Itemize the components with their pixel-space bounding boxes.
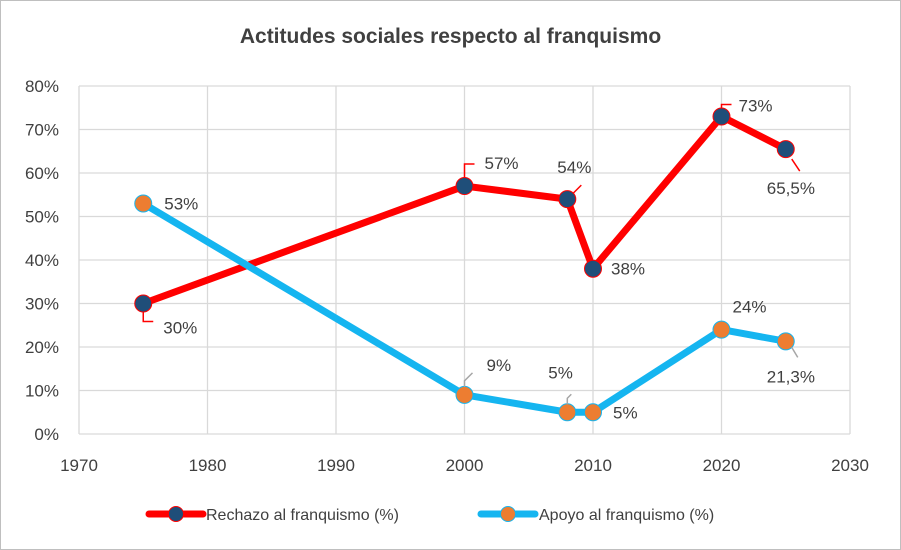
- data-label: 5%: [548, 363, 573, 382]
- data-label: 73%: [739, 96, 773, 115]
- y-tick-label: 20%: [25, 338, 59, 357]
- data-label: 21,3%: [767, 367, 815, 386]
- data-label: 9%: [487, 356, 512, 375]
- series-line-1: [139, 199, 790, 416]
- data-label: 53%: [164, 194, 198, 213]
- y-tick-label: 50%: [25, 208, 59, 227]
- data-label: 65,5%: [767, 179, 815, 198]
- y-tick-label: 70%: [25, 121, 59, 140]
- leader-line: [720, 103, 732, 109]
- data-point-1: [712, 320, 731, 339]
- leader-line: [566, 393, 572, 405]
- y-tick-label: 10%: [25, 382, 59, 401]
- y-tick-label: 30%: [25, 295, 59, 314]
- data-point-0: [776, 140, 795, 159]
- data-point-1: [134, 194, 153, 213]
- data-point-0: [584, 259, 602, 278]
- leader-line: [791, 346, 799, 358]
- data-point-0: [558, 190, 577, 209]
- x-tick-label: 2030: [831, 456, 869, 475]
- x-tick-label: 1990: [317, 456, 355, 475]
- legend-label-1: Apoyo al franquismo (%): [539, 507, 714, 524]
- data-point-0: [455, 177, 474, 196]
- y-tick-label: 40%: [25, 251, 59, 270]
- data-point-1: [558, 403, 577, 422]
- data-point-0: [712, 107, 731, 126]
- x-tick-label: 2010: [574, 456, 612, 475]
- x-tick-label: 1980: [189, 456, 227, 475]
- series-line-0: [139, 112, 790, 307]
- data-label: 30%: [163, 319, 197, 338]
- data-label: 24%: [733, 298, 767, 317]
- data-point-1: [584, 403, 602, 422]
- y-tick-label: 60%: [25, 164, 59, 183]
- y-tick-label: 80%: [25, 77, 59, 96]
- data-point-0: [134, 294, 153, 313]
- data-label: 54%: [557, 158, 591, 177]
- data-label: 5%: [613, 403, 638, 422]
- x-tick-label: 2000: [446, 456, 484, 475]
- leader-line: [463, 372, 474, 387]
- leader-line: [572, 184, 582, 194]
- leader-line: [463, 163, 475, 179]
- legend-marker-0: [168, 506, 184, 522]
- leader-line: [142, 311, 154, 323]
- data-point-1: [455, 385, 474, 404]
- data-point-1: [776, 332, 795, 351]
- y-tick-label: 0%: [34, 425, 59, 444]
- chart-title: Actitudes sociales respecto al franquism…: [239, 25, 662, 48]
- x-tick-label: 1970: [60, 456, 98, 475]
- data-label: 38%: [611, 260, 645, 279]
- data-label: 57%: [485, 154, 519, 173]
- x-tick-label: 2020: [703, 456, 741, 475]
- leader-line: [791, 158, 801, 172]
- legend-label-0: Rechazo al franquismo (%): [206, 507, 399, 524]
- legend-marker-1: [500, 506, 516, 522]
